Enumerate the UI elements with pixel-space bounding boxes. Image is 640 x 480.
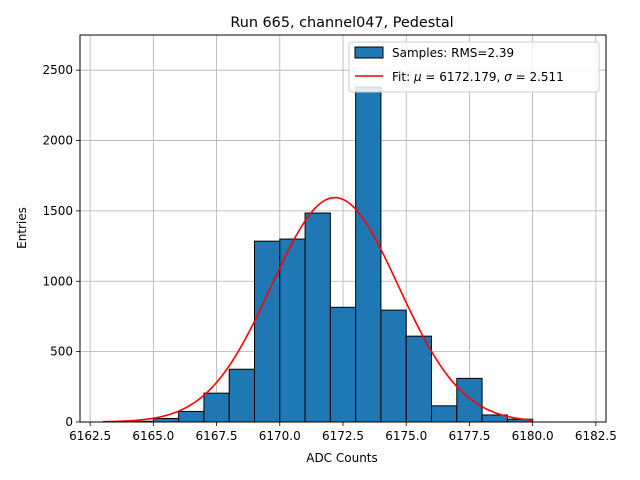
y-tick-label: 1500 [42,204,73,218]
legend-samples-swatch [354,46,384,59]
y-axis-label: Entries [15,207,29,249]
legend-fit-mu-symbol: μ [413,70,422,84]
histogram-bar [431,405,458,423]
x-tick-label: 6170.0 [259,429,301,443]
x-tick-label: 6177.5 [448,429,490,443]
histogram-bar [203,392,230,423]
histogram-bar [178,410,205,423]
y-tick-label: 2000 [42,134,73,148]
x-tick-label: 6175.0 [385,429,427,443]
legend-fit-prefix: Fit: [392,70,414,84]
fit-curve-layer [102,196,533,423]
histogram-bar [279,238,306,423]
histogram-bars [127,86,534,423]
legend-samples-label: Samples: RMS=2.39 [392,46,514,60]
histogram-bar [253,240,281,423]
legend-fit-sigma-symbol: σ [504,70,512,84]
fit-curve [102,196,533,423]
x-tick-label: 6162.5 [69,429,111,443]
y-tick-label: 1000 [42,274,73,288]
histogram-bar [329,306,357,423]
y-tick-label: 2500 [42,63,73,77]
x-axis-ticks: 6162.5 6165.0 6167.5 6170.0 6172.5 6175.0 6177… [69,422,617,443]
x-axis-label: ADC Counts [306,451,378,465]
x-tick-label: 6172.5 [322,429,364,443]
chart-title: Run 665, channel047, Pedestal [230,15,453,31]
histogram-bar [152,417,180,423]
histogram-bar [380,309,407,423]
x-tick-label: 6165.0 [132,429,174,443]
legend-box [348,41,600,93]
histogram-bar [456,377,483,423]
grid-lines [80,35,606,423]
x-tick-label: 6182.5 [575,429,617,443]
legend: Samples: RMS=2.39 Fit: μ = 6172.179, σ =… [348,41,600,93]
y-axis-ticks: 0 500 1000 1500 2000 2500 [42,63,80,429]
histogram-bar [228,368,255,423]
legend-fit-label: Fit: μ = 6172.179, σ = 2.511 [392,70,564,84]
y-tick-label: 500 [50,345,73,359]
histogram-bar [304,212,331,423]
histogram-bar [355,86,382,423]
y-tick-label: 0 [65,415,73,429]
histogram-bar [405,335,433,423]
legend-fit-sigma-value: = 2.511 [512,70,564,84]
x-tick-label: 6180.0 [512,429,554,443]
legend-fit-mu-value: = 6172.179, [422,70,505,84]
x-tick-label: 6167.5 [196,429,238,443]
